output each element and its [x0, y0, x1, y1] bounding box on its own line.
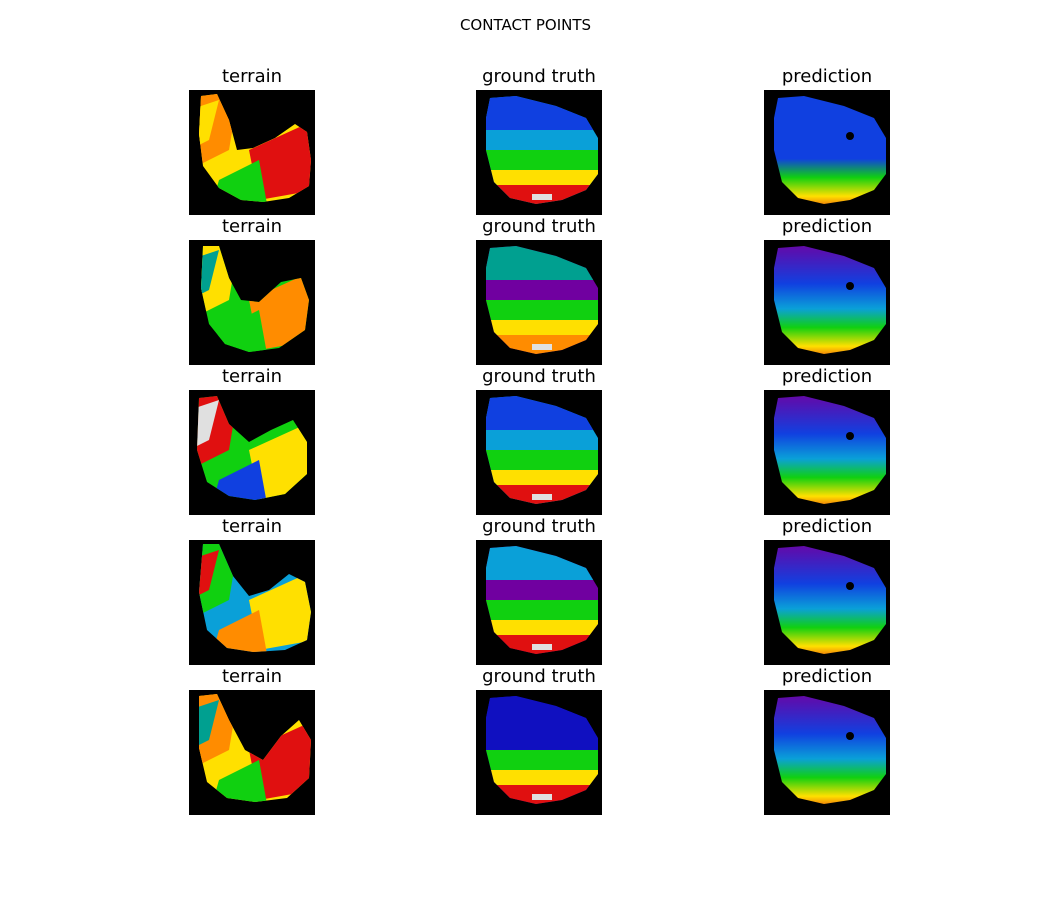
prediction-heatmap-image — [764, 390, 890, 515]
panel-title: terrain — [221, 216, 283, 237]
terrain-heatmap-image — [189, 540, 315, 665]
panel-title: terrain — [221, 66, 283, 87]
panel-title: ground truth — [482, 66, 596, 87]
ground-truth-heatmap-image — [476, 540, 602, 665]
panel-title: prediction — [781, 366, 873, 387]
panel-title: ground truth — [482, 516, 596, 537]
terrain-heatmap-image — [189, 690, 315, 815]
prediction-heatmap-image — [764, 240, 890, 365]
panel-title: prediction — [781, 666, 873, 687]
terrain-heatmap-image — [189, 390, 315, 515]
panel-title: terrain — [221, 666, 283, 687]
panel-title: prediction — [781, 216, 873, 237]
panel-title: terrain — [221, 516, 283, 537]
panel-title: ground truth — [482, 666, 596, 687]
ground-truth-heatmap-image — [476, 90, 602, 215]
figure-title: CONTACT POINTS — [459, 16, 592, 34]
ground-truth-heatmap-image — [476, 240, 602, 365]
panel-title: terrain — [221, 366, 283, 387]
panel-title: ground truth — [482, 216, 596, 237]
panel-title: prediction — [781, 516, 873, 537]
prediction-heatmap-image — [764, 90, 890, 215]
ground-truth-heatmap-image — [476, 690, 602, 815]
terrain-heatmap-image — [189, 240, 315, 365]
prediction-heatmap-image — [764, 690, 890, 815]
ground-truth-heatmap-image — [476, 390, 602, 515]
terrain-heatmap-image — [189, 90, 315, 215]
panel-title: prediction — [781, 66, 873, 87]
prediction-heatmap-image — [764, 540, 890, 665]
panel-title: ground truth — [482, 366, 596, 387]
